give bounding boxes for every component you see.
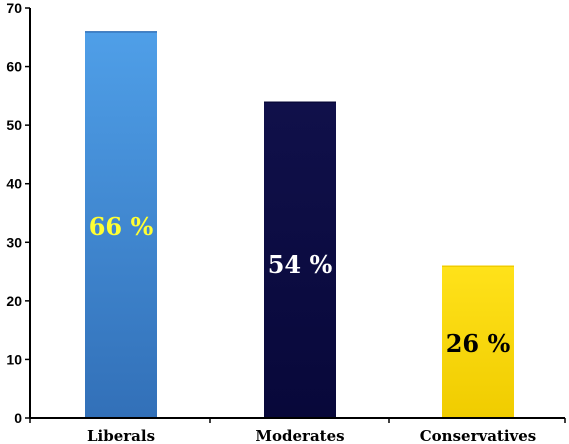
axis-layer	[25, 7, 566, 423]
y-tick-label: 50	[6, 117, 22, 133]
data-labels: 66 % 54 % 26 %	[89, 212, 511, 358]
x-category-label: Moderates	[255, 427, 344, 444]
y-tick-label: 20	[6, 293, 22, 309]
bar-moderates	[264, 101, 336, 418]
data-label-conservatives: 26 %	[446, 329, 511, 358]
x-category-label: Conservatives	[420, 427, 537, 444]
bar-conservatives	[442, 265, 514, 418]
x-category-labels: Liberals Moderates Conservatives	[87, 427, 536, 444]
y-tick-label: 30	[6, 234, 22, 250]
y-tick-labels: 0 10 20 30 40 50 60 70	[6, 0, 22, 426]
data-label-moderates: 54 %	[268, 250, 333, 279]
bar-liberals	[85, 31, 157, 419]
x-category-label: Liberals	[87, 427, 155, 444]
y-tick-label: 60	[6, 59, 22, 75]
bars-layer	[85, 31, 514, 419]
y-tick-label: 40	[6, 176, 22, 192]
y-tick-label: 10	[6, 351, 22, 367]
y-tick-label: 70	[6, 0, 22, 16]
y-tick-label: 0	[14, 410, 22, 426]
data-label-liberals: 66 %	[89, 212, 154, 241]
